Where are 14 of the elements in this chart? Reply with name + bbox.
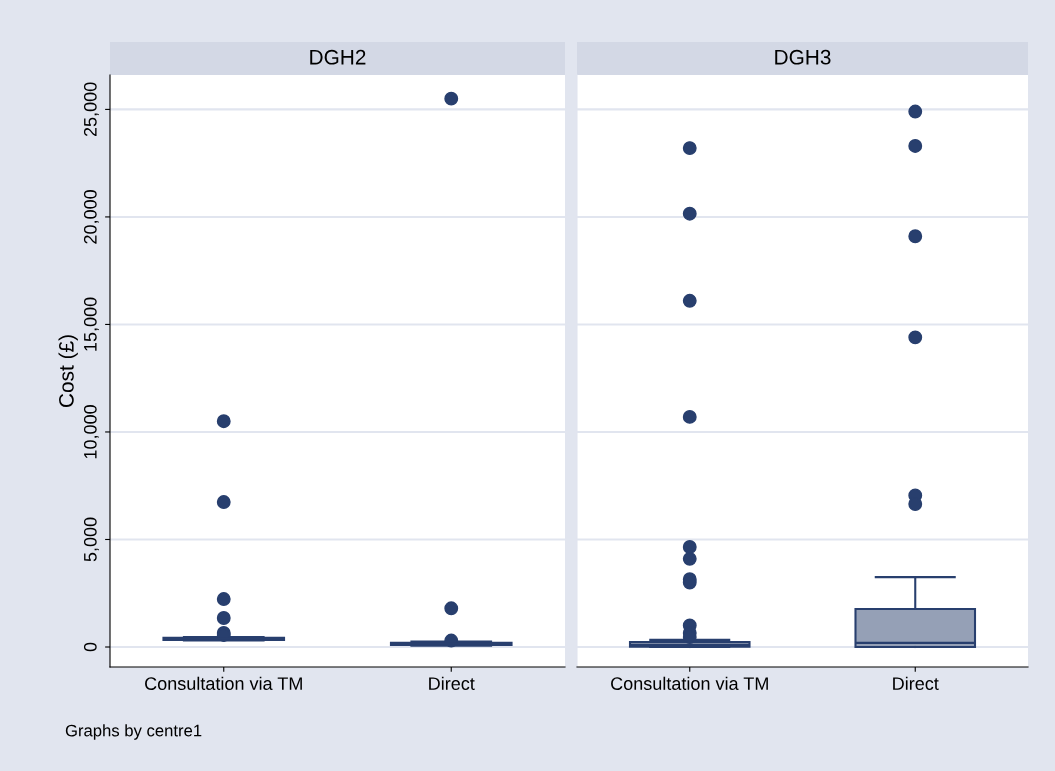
y-tick-label: 15,000 bbox=[83, 297, 99, 351]
y-tick-label: 5,000 bbox=[83, 517, 99, 562]
y-tick-label: 25,000 bbox=[83, 82, 99, 137]
y-tick-label: 10,000 bbox=[83, 405, 99, 459]
chart-title: DGH3 bbox=[775, 49, 831, 65]
y-tick-label: 20,000 bbox=[83, 190, 99, 244]
x-tick-label: Consultation via TM bbox=[611, 676, 768, 690]
x-tick-label: Direct bbox=[429, 676, 475, 690]
x-tick-label: Direct bbox=[893, 676, 939, 690]
text: Graphs by centre1 bbox=[65, 724, 202, 740]
x-tick-label: Consultation via TM bbox=[145, 676, 302, 690]
y-tick-label: 0 bbox=[83, 642, 97, 652]
y-axis-title: Cost (£) bbox=[58, 335, 78, 407]
chart-title: DGH2 bbox=[310, 49, 366, 65]
